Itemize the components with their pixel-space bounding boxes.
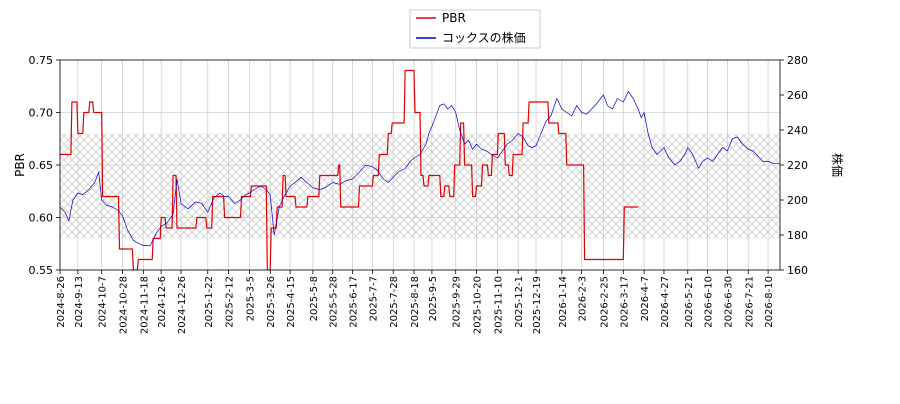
x-tick-label: 2024-9-13	[74, 276, 85, 328]
y-left-tick-label: 0.65	[29, 159, 54, 172]
x-tick-label: 2026-6-10	[704, 276, 715, 328]
x-tick-label: 2025-10-20	[473, 276, 484, 334]
x-tick-label: 2025-3-5	[245, 276, 256, 321]
y-right-tick-label: 220	[787, 159, 808, 172]
x-tick-label: 2025-2-12	[225, 276, 236, 328]
x-tick-label: 2025-5-8	[309, 276, 320, 321]
y-right-tick-label: 180	[787, 229, 808, 242]
x-tick-label: 2026-2-25	[599, 276, 610, 328]
x-tick-label: 2025-1-22	[204, 276, 215, 328]
x-tick-label: 2024-11-18	[139, 276, 150, 334]
x-tick-label: 2025-8-18	[410, 276, 421, 328]
y-left-tick-label: 0.60	[29, 212, 54, 225]
y-right-tick-label: 200	[787, 194, 808, 207]
x-tick-label: 2025-5-28	[329, 276, 340, 328]
y-axis-label-left: PBR	[13, 153, 27, 177]
x-tick-label: 2024-8-26	[56, 276, 67, 328]
x-tick-label: 2026-4-7	[640, 276, 651, 321]
x-tick-label: 2026-4-27	[660, 276, 671, 328]
pbr-series-line	[60, 69, 639, 270]
x-tick-label: 2025-6-17	[349, 276, 360, 328]
stock-price-series-line	[60, 91, 780, 246]
y-left-tick-label: 0.75	[29, 54, 54, 67]
x-tick-label: 2026-5-21	[684, 276, 695, 328]
x-tick-label: 2026-3-17	[619, 276, 630, 328]
range-band	[60, 133, 780, 239]
x-tick-label: 2024-10-28	[118, 276, 129, 334]
x-tick-label: 2026-2-3	[578, 276, 589, 321]
x-tick-label: 2025-12-1	[514, 276, 525, 328]
legend-label-pbr: PBR	[442, 11, 466, 25]
legend-box	[409, 9, 541, 49]
x-tick-label: 2025-12-19	[532, 276, 543, 334]
y-right-tick-label: 260	[787, 89, 808, 102]
legend: PBR コックスの株価	[409, 9, 541, 49]
x-tick-label: 2026-8-10	[764, 276, 775, 328]
x-tick-label: 2026-6-30	[723, 276, 734, 328]
y-left-tick-label: 0.55	[29, 264, 54, 277]
x-tick-label: 2025-7-7	[368, 276, 379, 321]
y-right-tick-label: 280	[787, 54, 808, 67]
x-tick-label: 2025-7-28	[389, 276, 400, 328]
x-tick-label: 2025-9-5	[428, 276, 439, 321]
y-right-tick-label: 160	[787, 264, 808, 277]
x-tick-label: 2024-12-6	[157, 276, 168, 328]
x-tick-label: 2026-1-14	[558, 276, 569, 328]
y-right-tick-label: 240	[787, 124, 808, 137]
legend-label-stock-price: コックスの株価	[442, 30, 526, 45]
x-tick-label: 2024-10-7	[98, 276, 109, 328]
x-tick-label: 2026-7-21	[744, 276, 755, 328]
x-tick-label: 2025-4-15	[286, 276, 297, 328]
x-tick-label: 2025-11-10	[493, 276, 504, 334]
y-left-tick-label: 0.70	[29, 107, 54, 120]
x-tick-label: 2025-3-26	[266, 276, 277, 328]
x-tick-label: 2024-12-26	[177, 276, 188, 334]
x-tick-label: 2025-9-29	[452, 276, 463, 328]
y-axis-label-right: 株価	[830, 153, 845, 177]
